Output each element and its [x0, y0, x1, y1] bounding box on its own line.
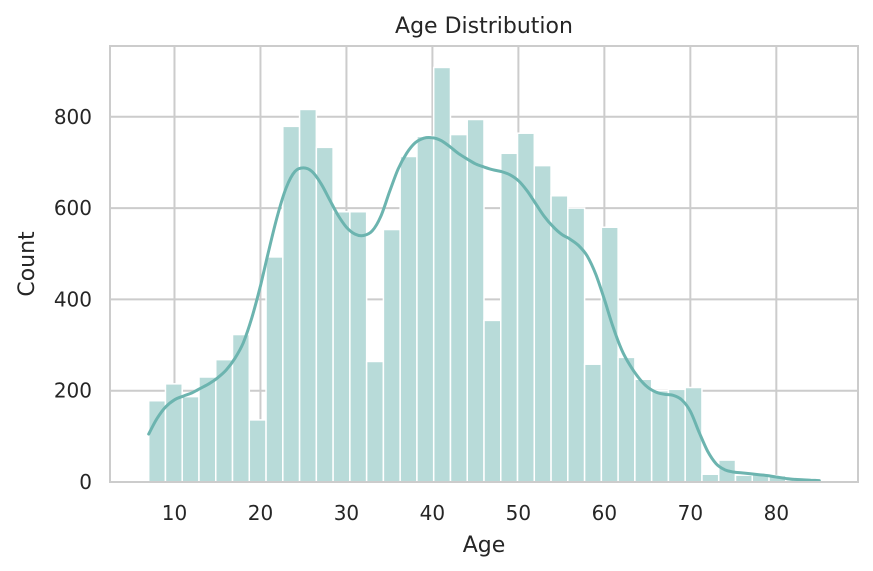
histogram-bar [298, 108, 318, 483]
chart-title: Age Distribution [395, 14, 573, 39]
histogram-bar [516, 132, 536, 483]
histogram-bar [382, 228, 401, 483]
x-axis-label: Age [463, 533, 506, 558]
x-tick-label: 80 [764, 501, 789, 525]
histogram-bar [466, 118, 485, 483]
axes-frame [109, 45, 859, 483]
histogram-bar [583, 363, 603, 483]
histogram-bars [147, 66, 821, 483]
histogram-bar [634, 378, 653, 483]
histogram-bar [399, 155, 418, 483]
histogram-bar [416, 135, 435, 483]
y-tick-label: 400 [54, 287, 92, 311]
histogram-bar [650, 389, 670, 483]
histogram-bar [617, 356, 636, 483]
histogram-bar [248, 419, 267, 483]
histogram-bar [701, 473, 720, 483]
kde-curve [147, 136, 821, 483]
x-tick-label: 30 [334, 501, 359, 525]
histogram-bar [332, 210, 351, 483]
histogram-bar [667, 388, 686, 483]
x-tick-label: 40 [420, 501, 445, 525]
y-tick-label: 600 [54, 196, 92, 220]
x-tick-label: 70 [678, 501, 703, 525]
histogram-bar [147, 399, 167, 483]
y-tick-label: 800 [54, 105, 92, 129]
histogram-bar [349, 210, 368, 483]
histogram-bar [600, 226, 619, 483]
x-tick-label: 20 [248, 501, 273, 525]
histogram-bar [265, 256, 284, 483]
y-tick-label: 200 [54, 379, 92, 403]
x-tick-label: 50 [506, 501, 531, 525]
histogram-bar [500, 152, 519, 483]
kde-curve-group [147, 136, 821, 483]
histogram-bar [483, 319, 502, 483]
histogram-bar [198, 376, 217, 483]
histogram-bar [550, 194, 569, 483]
histogram-bar [365, 360, 385, 483]
y-tick-label: 0 [79, 470, 92, 494]
histogram-bar [449, 133, 468, 483]
histogram-bar [432, 66, 452, 483]
histogram-bar [734, 474, 753, 483]
histogram-bar [315, 146, 334, 483]
x-tick-label: 10 [162, 501, 187, 525]
histogram-bar [181, 395, 200, 483]
y-axis-label: Count [15, 231, 40, 297]
x-tick-label: 60 [592, 501, 617, 525]
